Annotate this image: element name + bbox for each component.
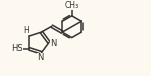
Text: N: N (37, 53, 44, 62)
Text: HS: HS (11, 44, 23, 53)
Text: N: N (50, 39, 56, 48)
Text: CH₃: CH₃ (65, 1, 79, 10)
Text: H: H (24, 26, 29, 35)
